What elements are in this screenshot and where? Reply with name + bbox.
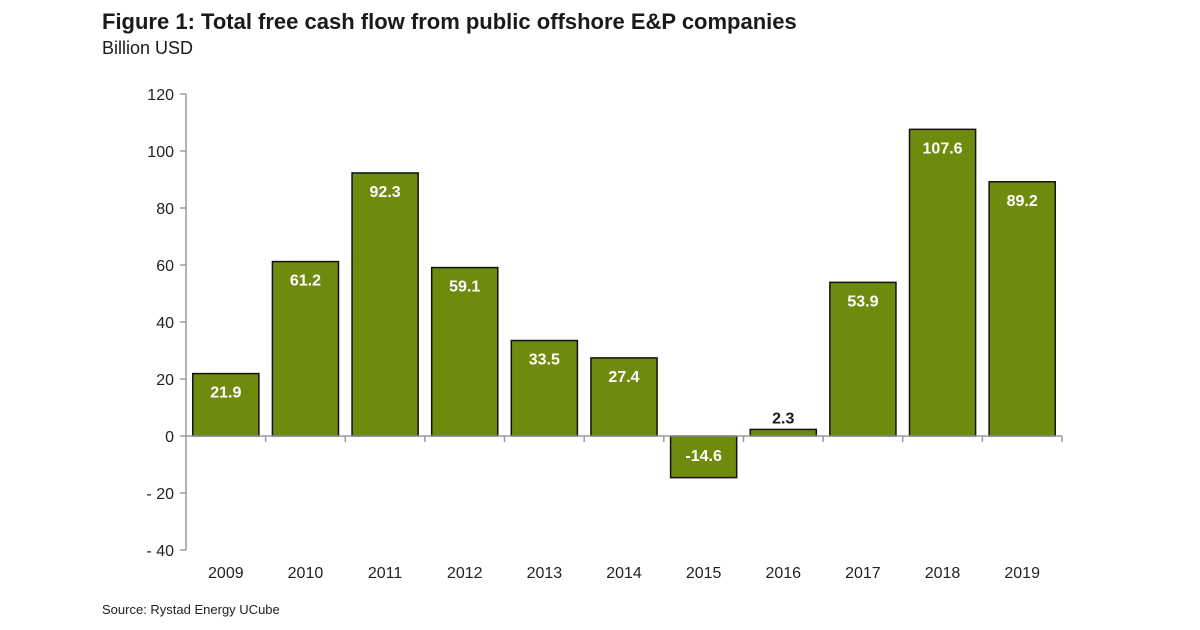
bar-value-label: 61.2 bbox=[290, 273, 321, 290]
x-tick-label: 2015 bbox=[686, 565, 722, 582]
bar-2011 bbox=[351, 172, 419, 437]
source-note: Source: Rystad Energy UCube bbox=[102, 602, 280, 617]
y-tick-label: 0 bbox=[165, 429, 174, 446]
x-tick-label: 2013 bbox=[527, 565, 563, 582]
bar-2014 bbox=[590, 357, 658, 437]
bar-2009 bbox=[192, 372, 260, 437]
x-tick-label: 2012 bbox=[447, 565, 483, 582]
x-tick-label: 2014 bbox=[606, 565, 642, 582]
bar-2015 bbox=[669, 435, 738, 479]
x-tick-label: 2010 bbox=[288, 565, 324, 582]
x-tick-label: 2009 bbox=[208, 565, 244, 582]
bar-value-label: 59.1 bbox=[449, 279, 480, 296]
x-tick-label: 2017 bbox=[845, 565, 881, 582]
x-tick-label: 2011 bbox=[368, 565, 403, 582]
x-tick-label: 2018 bbox=[925, 565, 961, 582]
bar-value-label: 27.4 bbox=[608, 369, 639, 386]
bar-value-label: 21.9 bbox=[210, 385, 241, 402]
bar-value-label: 33.5 bbox=[529, 352, 560, 369]
y-tick-label: 40 bbox=[156, 315, 174, 332]
y-tick-label: - 40 bbox=[146, 543, 174, 560]
bar-2010 bbox=[271, 260, 340, 437]
bar-2019 bbox=[988, 181, 1056, 437]
bar-value-label: 89.2 bbox=[1007, 193, 1038, 210]
x-tick-label: 2019 bbox=[1004, 565, 1040, 582]
bar-2016 bbox=[749, 428, 818, 437]
y-tick-label: 80 bbox=[156, 201, 174, 218]
bar-value-label: -14.6 bbox=[685, 448, 722, 465]
y-tick-label: 60 bbox=[156, 258, 174, 275]
bar-2013 bbox=[510, 339, 579, 437]
bar-value-label: 107.6 bbox=[923, 140, 963, 157]
y-tick-label: 120 bbox=[147, 87, 174, 104]
y-tick-label: - 20 bbox=[146, 486, 174, 503]
bar-value-label: 2.3 bbox=[772, 410, 794, 427]
y-tick-label: 100 bbox=[147, 144, 174, 161]
x-tick-label: 2016 bbox=[765, 565, 801, 582]
bar-value-label: 92.3 bbox=[370, 184, 401, 201]
chart-subtitle: Billion USD bbox=[102, 38, 194, 58]
y-tick-label: 20 bbox=[156, 372, 174, 389]
bar-2017 bbox=[829, 281, 897, 437]
bar-value-label: 53.9 bbox=[847, 293, 878, 310]
bar-2018 bbox=[908, 128, 977, 437]
bar-2012 bbox=[430, 266, 499, 437]
chart-title: Figure 1: Total free cash flow from publ… bbox=[102, 9, 797, 34]
